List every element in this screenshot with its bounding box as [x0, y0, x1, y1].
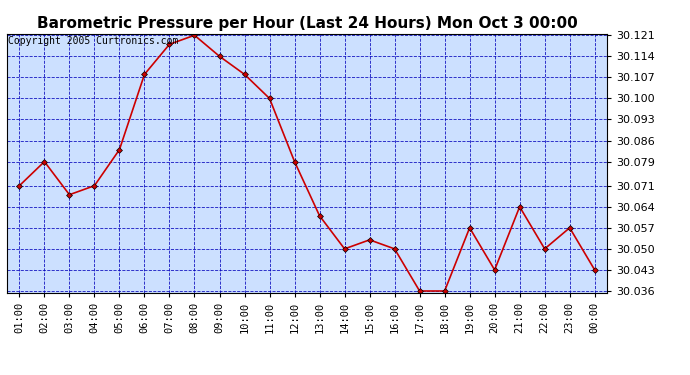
Title: Barometric Pressure per Hour (Last 24 Hours) Mon Oct 3 00:00: Barometric Pressure per Hour (Last 24 Ho… [37, 16, 578, 31]
Text: Copyright 2005 Curtronics.com: Copyright 2005 Curtronics.com [8, 36, 179, 46]
